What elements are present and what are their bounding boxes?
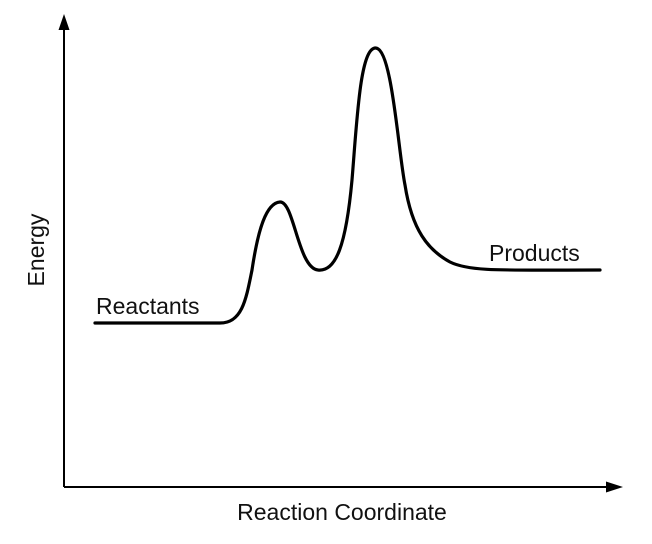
- x-axis-title: Reaction Coordinate: [237, 499, 447, 525]
- x-axis-arrowhead-icon: [606, 481, 623, 493]
- products-label: Products: [489, 240, 580, 266]
- y-axis-arrowhead-icon: [58, 14, 70, 30]
- reactants-label: Reactants: [96, 293, 200, 319]
- energy-curve: [93, 46, 602, 325]
- y-axis-title: Energy: [23, 213, 49, 286]
